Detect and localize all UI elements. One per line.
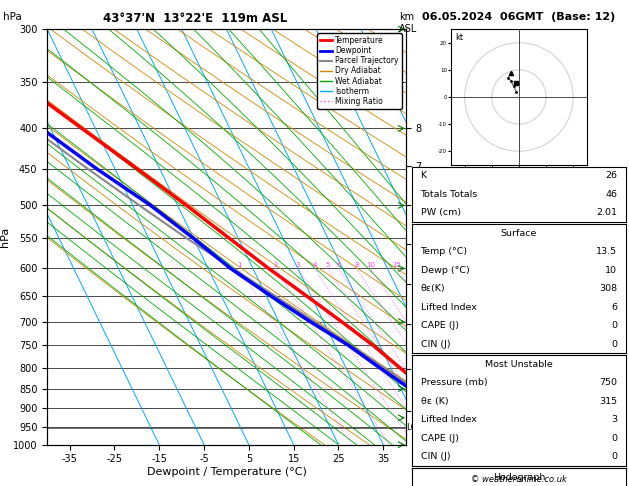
Text: Lifted Index: Lifted Index — [421, 303, 476, 312]
Text: 20: 20 — [412, 262, 421, 268]
Text: 3: 3 — [296, 262, 300, 268]
Text: 5: 5 — [325, 262, 330, 268]
Text: Most Unstable: Most Unstable — [485, 360, 553, 369]
Text: 15: 15 — [392, 262, 401, 268]
Text: 4: 4 — [312, 262, 316, 268]
Y-axis label: hPa: hPa — [0, 227, 10, 247]
Text: 308: 308 — [599, 284, 617, 293]
Text: 315: 315 — [599, 397, 617, 406]
Text: CIN (J): CIN (J) — [421, 340, 450, 348]
Text: K: K — [421, 172, 426, 180]
Text: LCL: LCL — [406, 423, 421, 432]
Text: 25: 25 — [427, 262, 436, 268]
Text: 0: 0 — [611, 321, 617, 330]
Text: Lifted Index: Lifted Index — [421, 416, 476, 424]
Text: Temp (°C): Temp (°C) — [421, 247, 468, 256]
Text: 1: 1 — [237, 262, 242, 268]
Text: PW (cm): PW (cm) — [421, 208, 460, 217]
Text: 26: 26 — [605, 172, 617, 180]
Text: Totals Totals: Totals Totals — [421, 190, 478, 199]
Text: Dewp (°C): Dewp (°C) — [421, 266, 469, 275]
Y-axis label: Mixing Ratio (g/kg): Mixing Ratio (g/kg) — [425, 191, 435, 283]
X-axis label: Dewpoint / Temperature (°C): Dewpoint / Temperature (°C) — [147, 467, 306, 477]
Text: km
ASL: km ASL — [399, 12, 418, 34]
Text: Pressure (mb): Pressure (mb) — [421, 379, 487, 387]
Text: 43°37'N  13°22'E  119m ASL: 43°37'N 13°22'E 119m ASL — [103, 12, 287, 25]
Text: θε(K): θε(K) — [421, 284, 445, 293]
Text: 0: 0 — [611, 434, 617, 443]
Text: 13.5: 13.5 — [596, 247, 617, 256]
Text: Hodograph: Hodograph — [493, 473, 545, 482]
Text: 2.01: 2.01 — [596, 208, 617, 217]
Text: 10: 10 — [605, 266, 617, 275]
Text: 0: 0 — [611, 340, 617, 348]
Text: Surface: Surface — [501, 229, 537, 238]
Text: CAPE (J): CAPE (J) — [421, 321, 459, 330]
Text: θε (K): θε (K) — [421, 397, 448, 406]
Text: 46: 46 — [605, 190, 617, 199]
Text: 3: 3 — [611, 416, 617, 424]
Text: 750: 750 — [599, 379, 617, 387]
Legend: Temperature, Dewpoint, Parcel Trajectory, Dry Adiabat, Wet Adiabat, Isotherm, Mi: Temperature, Dewpoint, Parcel Trajectory… — [317, 33, 402, 109]
Text: 0: 0 — [611, 452, 617, 461]
Text: 10: 10 — [366, 262, 375, 268]
Text: CAPE (J): CAPE (J) — [421, 434, 459, 443]
Text: 2: 2 — [274, 262, 278, 268]
Text: © weatheronline.co.uk: © weatheronline.co.uk — [471, 474, 567, 484]
Text: 8: 8 — [354, 262, 359, 268]
Text: 06.05.2024  06GMT  (Base: 12): 06.05.2024 06GMT (Base: 12) — [422, 12, 616, 22]
Text: hPa: hPa — [3, 12, 22, 22]
Text: kt: kt — [455, 33, 464, 42]
Text: 6: 6 — [611, 303, 617, 312]
Text: CIN (J): CIN (J) — [421, 452, 450, 461]
Text: 6: 6 — [337, 262, 341, 268]
